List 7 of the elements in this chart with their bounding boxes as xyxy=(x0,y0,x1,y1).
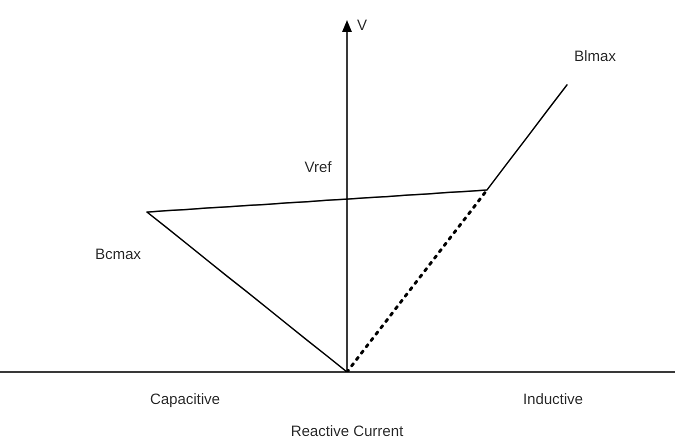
x-axis-title: Reactive Current xyxy=(290,423,404,440)
text: Capacitive xyxy=(150,391,220,408)
annotation: Vref xyxy=(304,159,332,176)
annotation: Bcmax xyxy=(95,246,142,264)
y-axis-title: V xyxy=(357,17,368,34)
text: Blmax xyxy=(574,48,616,66)
text: Inductive xyxy=(522,391,584,408)
